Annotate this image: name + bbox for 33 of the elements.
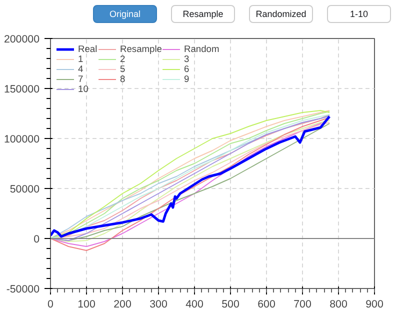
legend-label: 6 <box>184 64 190 74</box>
legend-label: Resample <box>120 44 162 54</box>
text: Randomized <box>249 5 313 23</box>
text: Resample <box>171 5 235 23</box>
x-tick-label: 700 <box>294 298 312 310</box>
x-tick-label: 500 <box>222 298 240 310</box>
x-tick-label: 900 <box>366 298 384 310</box>
y-tick-label: 100000 <box>4 134 40 146</box>
y-tick-label: -50000 <box>6 284 40 296</box>
legend-label: 9 <box>184 74 190 84</box>
legend-label: 4 <box>78 64 84 74</box>
x-tick-label: 100 <box>78 298 96 310</box>
legend-label: 3 <box>184 54 190 64</box>
legend-label: 8 <box>120 74 126 84</box>
legend-label: 10 <box>78 84 90 94</box>
y-tick-label: 150000 <box>4 84 40 96</box>
x-tick-label: 200 <box>114 298 132 310</box>
legend-label: 1 <box>78 54 84 64</box>
y-tick-label: 0 <box>34 234 40 246</box>
legend-label: Random <box>184 44 220 54</box>
legend-label: 7 <box>78 74 84 84</box>
legend-label: Real <box>78 44 98 54</box>
text: Original <box>93 5 157 23</box>
x-tick-label: 800 <box>330 298 348 310</box>
y-tick-label: 200000 <box>4 34 40 46</box>
x-tick-label: 400 <box>186 298 204 310</box>
legend-label: 2 <box>120 54 126 64</box>
x-tick-label: 600 <box>258 298 276 310</box>
legend-label: 5 <box>120 64 126 74</box>
x-tick-label: 0 <box>48 298 54 310</box>
y-tick-label: 50000 <box>10 184 40 196</box>
text: 1-10 <box>327 5 391 23</box>
x-tick-label: 300 <box>150 298 168 310</box>
